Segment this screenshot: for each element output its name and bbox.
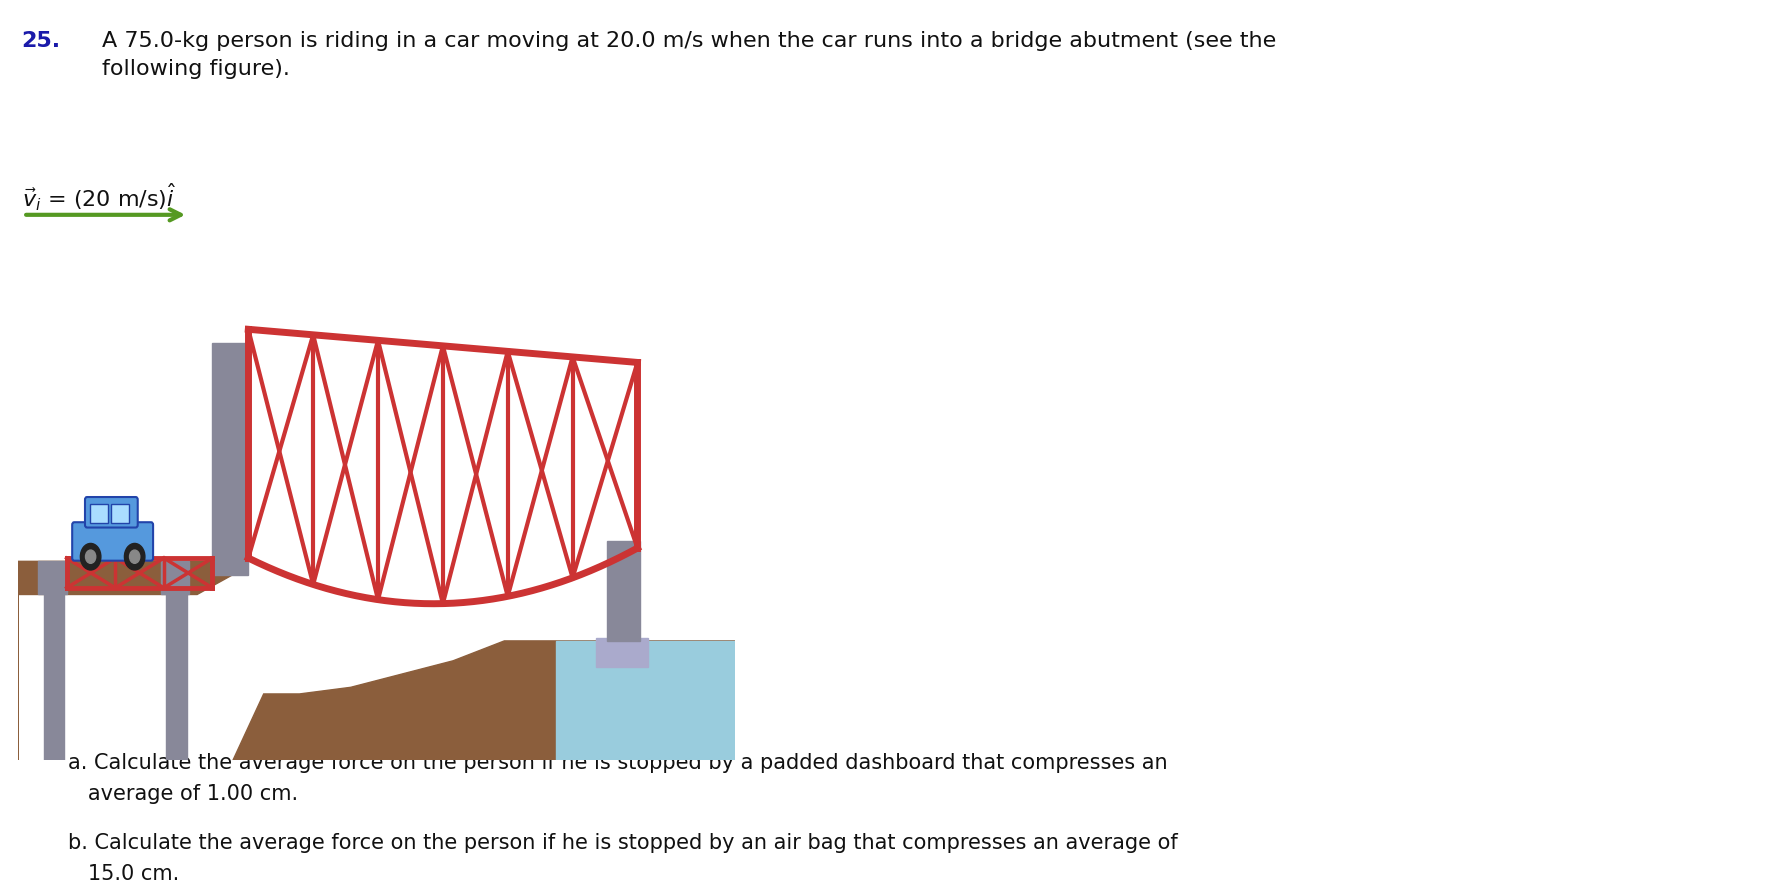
Bar [43,594,65,760]
Bar [111,504,129,522]
Bar [597,637,647,667]
FancyBboxPatch shape [84,497,138,528]
Bar [161,561,190,594]
Text: b. Calculate the average force on the person if he is stopped by an air bag that: b. Calculate the average force on the pe… [68,833,1177,884]
Bar [167,594,186,760]
Text: a. Calculate the average force on the person if he is stopped by a padded dashbo: a. Calculate the average force on the pe… [68,753,1168,804]
Polygon shape [556,641,735,760]
Circle shape [81,544,100,570]
Circle shape [129,550,140,563]
Polygon shape [18,561,233,760]
Text: A 75.0-kg person is riding in a car moving at 20.0 m/s when the car runs into a : A 75.0-kg person is riding in a car movi… [102,31,1276,79]
Circle shape [86,550,95,563]
Circle shape [124,544,145,570]
Bar [607,541,640,641]
Bar [38,561,66,594]
Text: $\vec{v}_i$ = (20 m/s)$\hat{i}$: $\vec{v}_i$ = (20 m/s)$\hat{i}$ [22,181,176,212]
Polygon shape [233,641,735,760]
Bar [90,504,108,522]
Bar [213,343,249,575]
Text: 25.: 25. [22,31,61,51]
FancyBboxPatch shape [72,522,152,560]
